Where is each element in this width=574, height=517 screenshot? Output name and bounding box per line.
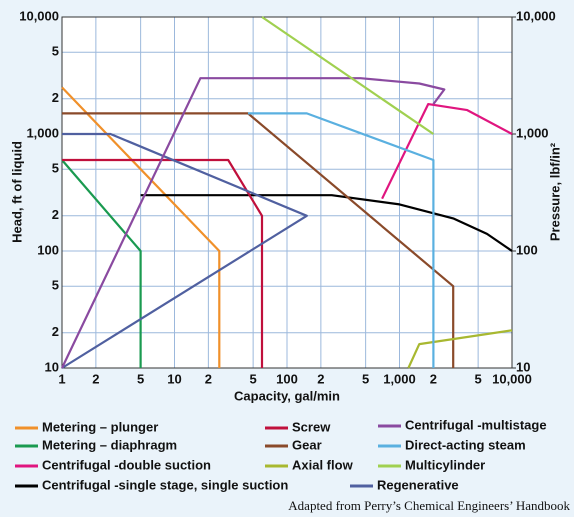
y-tick-label: 10: [45, 359, 59, 374]
legend-label: Centrifugal -single stage, single suctio…: [42, 477, 288, 492]
x-tick-label: 5: [250, 371, 257, 386]
x-axis-label: Capacity, gal/min: [234, 388, 340, 403]
legend-label: Metering – plunger: [42, 419, 158, 434]
x-tick-label: 1,000: [383, 371, 416, 386]
series-line: [261, 16, 435, 135]
x-tick-label: 10: [167, 371, 181, 386]
y2-tick-label: 10: [516, 359, 530, 374]
series-line: [62, 112, 455, 368]
series-line: [61, 77, 446, 369]
y-tick-label: 5: [52, 161, 59, 176]
x-tick-label: 5: [362, 371, 369, 386]
series-line: [62, 158, 264, 368]
series-line: [248, 112, 435, 368]
x-tick-label: 2: [205, 371, 212, 386]
legend-label: Screw: [292, 419, 331, 434]
legend-label: Multicylinder: [405, 457, 485, 472]
y-axis-label: Head, ft of liquid: [9, 141, 24, 243]
x-tick-label: 10,000: [492, 371, 532, 386]
series-line: [61, 159, 142, 368]
x-tick-label: 2: [317, 371, 324, 386]
legend-label: Direct-acting steam: [405, 437, 526, 452]
y-tick-label: 2: [52, 90, 59, 105]
series-line: [61, 132, 308, 369]
y-tick-label: 5: [52, 44, 59, 59]
caption: Adapted from Perry’s Chemical Engineers’…: [288, 498, 570, 513]
legend-label: Metering – diaphragm: [42, 437, 177, 452]
series-line: [407, 329, 513, 369]
series-line: [381, 103, 513, 200]
x-tick-label: 2: [430, 371, 437, 386]
x-tick-label: 2: [92, 371, 99, 386]
legend-label: Regenerative: [377, 477, 459, 492]
y-tick-label: 2: [52, 324, 59, 339]
legend-label: Centrifugal -double suction: [42, 457, 211, 472]
y2-axis-label: Pressure, lbf/in²: [547, 142, 562, 241]
y-tick-label: 10,000: [19, 8, 59, 23]
y2-tick-label: 100: [516, 242, 538, 257]
y-tick-label: 2: [52, 207, 59, 222]
legend-label: Axial flow: [292, 457, 354, 472]
y-tick-label: 1,000: [26, 125, 59, 140]
series-line: [140, 194, 513, 252]
x-tick-label: 5: [137, 371, 144, 386]
legend-label: Centrifugal -multistage: [405, 417, 547, 432]
x-tick-label: 5: [475, 371, 482, 386]
plot-frame: [61, 16, 513, 369]
y-tick-label: 100: [37, 242, 59, 257]
x-tick-label: 100: [276, 371, 298, 386]
x-tick-label: 1: [58, 371, 65, 386]
y-tick-label: 5: [52, 278, 59, 293]
legend-label: Gear: [292, 437, 322, 452]
y2-tick-label: 1,000: [516, 125, 549, 140]
y2-tick-label: 10,000: [516, 8, 556, 23]
series-line: [61, 86, 221, 368]
